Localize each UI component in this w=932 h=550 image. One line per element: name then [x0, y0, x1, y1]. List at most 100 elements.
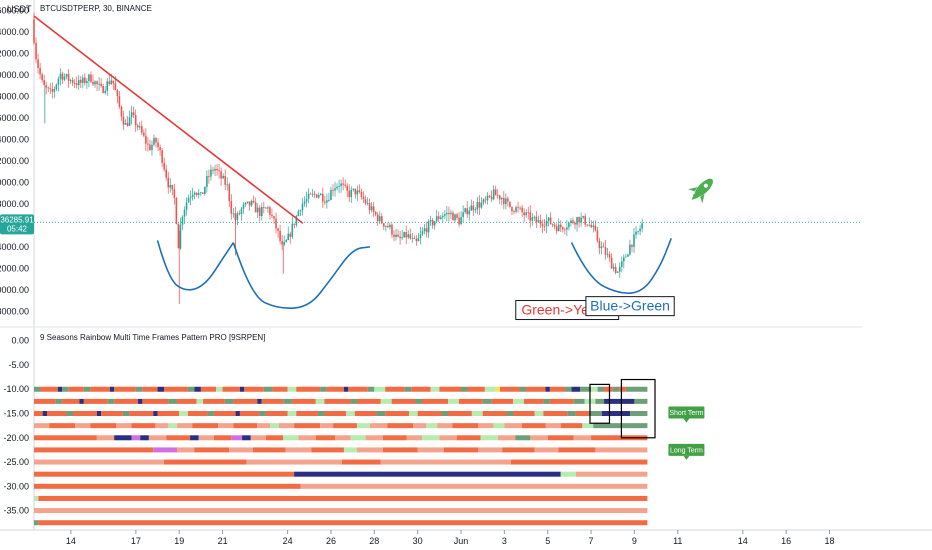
candle-body: [285, 239, 288, 242]
annotation-layer: BTCUSDTPERP, 30, BINANCE 9 Seasons Rainb…: [7, 4, 265, 342]
heatmap-segment: [129, 411, 154, 417]
candle-body: [153, 138, 155, 145]
heatmap-segment: [187, 411, 208, 417]
heatmap-segment: [482, 411, 507, 417]
time-tick-label: 28: [369, 536, 379, 546]
heatmap-segment: [250, 435, 266, 441]
candle-body: [511, 206, 513, 212]
candle-body: [568, 222, 570, 228]
indicator-pane[interactable]: 0.00 -5.00 -10.00 -15.00 -20.00 -25.00 -30.00 -…: [3, 296, 705, 526]
indicator-tick-label: -25.00: [3, 457, 29, 467]
term-tag-label: Long Term: [670, 447, 703, 454]
candle-body: [596, 230, 599, 241]
candle-body: [222, 175, 224, 179]
price-pane[interactable]: 56000.00 54000.00 52000.00 50000.00 48000.00…: [0, 0, 862, 530]
candle-body: [116, 90, 119, 97]
price-tick-label: 48000.00: [0, 92, 29, 102]
heatmap-segment: [259, 411, 266, 417]
heatmap-segment: [513, 411, 535, 417]
candle-body: [195, 192, 198, 195]
heatmap-segment: [515, 435, 531, 441]
candle-body: [289, 233, 292, 237]
candle-body: [498, 195, 501, 200]
heatmap-segment: [315, 398, 325, 404]
price-tick-label: 54000.00: [0, 27, 29, 37]
time-tick-label: 5: [545, 536, 550, 546]
candle-body: [138, 126, 141, 128]
heatmap-segment: [192, 423, 219, 429]
candle-body: [293, 223, 296, 225]
candle-body: [503, 197, 505, 205]
heatmap-segment: [283, 435, 299, 441]
candle-body: [322, 193, 324, 202]
candle-body: [189, 196, 192, 198]
candle-body: [450, 212, 452, 215]
candle-body: [79, 79, 82, 83]
candle-body: [98, 83, 100, 85]
annotation-label: Blue->Green: [590, 298, 670, 314]
candle-body: [43, 80, 45, 86]
candle-body: [271, 214, 273, 217]
price-tick-label: 40000.00: [0, 177, 29, 187]
heatmap-segment: [376, 411, 386, 417]
heatmap-segment: [504, 423, 522, 429]
candle-body: [230, 201, 233, 214]
candle-body: [574, 222, 576, 225]
heatmap-segment: [224, 398, 234, 404]
candle-body: [311, 193, 314, 195]
candle-body: [279, 230, 281, 242]
heatmap-segment: [567, 411, 576, 417]
candle-body: [159, 147, 161, 151]
heatmap-segment: [34, 483, 301, 489]
candle-body: [199, 192, 202, 194]
heatmap-segment: [287, 386, 297, 392]
heatmap-segment: [164, 386, 188, 392]
candle-body: [53, 88, 56, 92]
heatmap-segment: [558, 447, 596, 453]
price-tick-label: 34000.00: [0, 242, 29, 252]
candle-body: [177, 223, 180, 249]
candle-body: [102, 85, 104, 93]
heatmap-segment: [597, 386, 605, 392]
candle-body: [592, 225, 595, 228]
heatmap-segment: [218, 423, 234, 429]
heatmap-segment: [294, 471, 561, 477]
heatmap-segment: [523, 398, 544, 404]
heatmap-segment: [356, 447, 383, 453]
heatmap-segment: [155, 423, 169, 429]
trendline: [33, 15, 304, 224]
heatmap-segment: [595, 398, 605, 404]
heatmap-segment: [580, 386, 592, 392]
price-tick-label: 46000.00: [0, 113, 29, 123]
time-tick-label: 24: [283, 536, 293, 546]
candle-body: [557, 224, 560, 232]
candle-body: [631, 244, 633, 247]
cup-pattern-curve: [232, 242, 371, 309]
time-tick-label: 30: [413, 536, 423, 546]
candle-body: [411, 238, 414, 239]
candle-body: [287, 233, 290, 240]
candle-body: [448, 212, 450, 215]
heatmap-segment: [177, 423, 193, 429]
candle-body: [590, 224, 593, 228]
heatmap-segment: [148, 435, 167, 441]
candle-body: [588, 224, 591, 226]
candle-body: [39, 67, 41, 75]
heatmap-segment: [298, 435, 316, 441]
candle-body: [602, 246, 605, 248]
candle-body: [67, 74, 70, 81]
heatmap-segment: [153, 447, 178, 453]
time-axis[interactable]: 14 17 19 21 24 26 28 30 Jun 3 5 7 9 11 14 16 18: [0, 529, 932, 546]
candle-body: [500, 197, 503, 200]
time-tick-label: 21: [218, 536, 228, 546]
candle-body: [118, 96, 121, 107]
term-tag-bg: [668, 443, 705, 456]
heatmap-segment: [34, 411, 43, 417]
candle-body: [47, 87, 50, 89]
candle-body: [442, 215, 444, 218]
candle-body: [206, 176, 208, 188]
candle-body: [90, 74, 92, 82]
candle-body: [96, 81, 98, 85]
heatmap-segment: [311, 447, 344, 453]
